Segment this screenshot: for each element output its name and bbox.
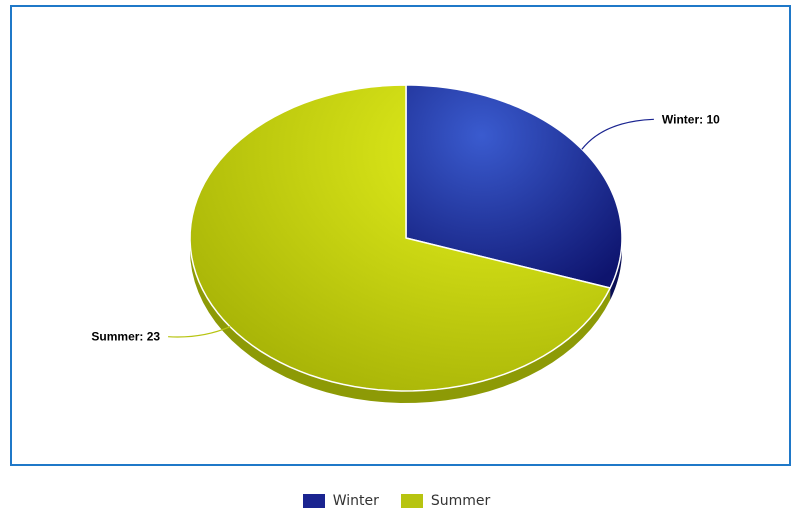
legend-item-winter[interactable]: Winter [302,493,379,509]
pie-labels: Winter: 10 Summer: 23 [91,112,720,343]
legend-label-summer: Summer [430,493,491,509]
legend-item-summer[interactable]: Summer [400,493,491,509]
pie-depth [190,238,622,403]
pie-chart: Winter: 10 Summer: 23 [91,84,720,403]
legend-label-winter: Winter [332,493,379,509]
legend: Winter Summer [0,490,793,512]
leader-line-winter [581,118,654,150]
data-label-summer: Summer: 23 [91,330,160,344]
leader-line-summer [168,326,231,338]
pie-top [189,84,623,392]
legend-swatch-winter [302,494,325,508]
data-label-winter: Winter: 10 [662,112,720,126]
slice-depth-winter [610,238,622,301]
legend-swatch-summer [400,494,423,508]
chart-frame [10,5,791,466]
